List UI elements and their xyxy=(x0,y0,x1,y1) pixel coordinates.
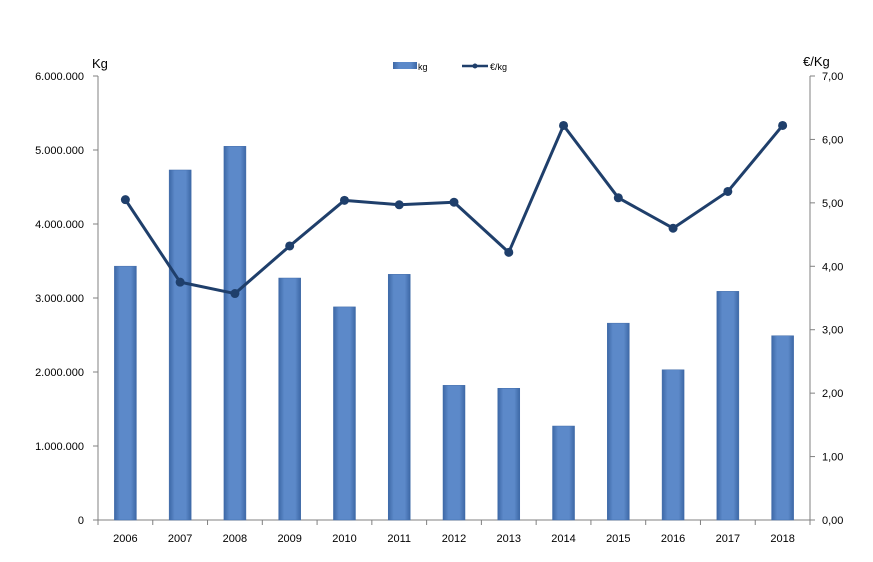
legend: kg €/kg xyxy=(393,62,507,72)
line-point xyxy=(230,289,240,299)
y-right-tick-label: 1,00 xyxy=(822,452,843,464)
line-point xyxy=(449,197,459,207)
y-left-tick-label: 1.000.000 xyxy=(35,441,84,453)
x-tick-label: 2016 xyxy=(661,533,685,545)
bar xyxy=(552,425,575,521)
line-point xyxy=(668,223,678,233)
y-right-tick-label: 2,00 xyxy=(822,388,843,400)
x-tick-label: 2011 xyxy=(387,533,411,545)
x-tick-label: 2015 xyxy=(606,533,630,545)
line-point xyxy=(285,241,295,251)
tick-labels: 0 1.000.000 2.000.000 3.000.000 4.000.000 5.0… xyxy=(35,71,843,545)
line-point xyxy=(613,193,623,203)
bar xyxy=(278,277,301,521)
y-right-tick-label: 3,00 xyxy=(822,325,843,337)
x-tick-label: 2009 xyxy=(277,533,301,545)
y-right-tick-label: 5,00 xyxy=(822,198,843,210)
bar xyxy=(607,322,630,521)
x-tick-label: 2012 xyxy=(442,533,466,545)
bar xyxy=(333,306,356,521)
line-series xyxy=(120,120,788,299)
bar xyxy=(168,169,192,521)
y-left-tick-label: 5.000.000 xyxy=(35,145,84,157)
bar xyxy=(223,146,247,521)
x-tick-label: 2008 xyxy=(223,533,247,545)
bar xyxy=(387,274,411,521)
y-left-tick-label: 3.000.000 xyxy=(35,293,84,305)
legend-label-bar: kg xyxy=(418,62,428,72)
x-tick-label: 2007 xyxy=(168,533,192,545)
y-left-tick-label: 2.000.000 xyxy=(35,367,84,379)
bar xyxy=(114,265,137,521)
bar xyxy=(442,385,466,521)
x-tick-label: 2014 xyxy=(551,533,575,545)
bar-series xyxy=(114,146,794,521)
bar xyxy=(661,369,685,521)
y-left-tick-label: 4.000.000 xyxy=(35,219,84,231)
line-point xyxy=(175,277,185,287)
legend-swatch-bar xyxy=(393,62,417,69)
x-tick-label: 2010 xyxy=(332,533,356,545)
x-tick-label: 2017 xyxy=(716,533,740,545)
y-right-tick-label: 6,00 xyxy=(822,134,843,146)
y-right-tick-label: 4,00 xyxy=(822,261,843,273)
line-point xyxy=(723,186,733,196)
line-point xyxy=(778,120,788,130)
line-point xyxy=(394,200,404,210)
line-point xyxy=(559,120,569,130)
x-tick-label: 2006 xyxy=(113,533,137,545)
line-point xyxy=(339,195,349,205)
bar xyxy=(497,388,521,521)
bar xyxy=(716,291,740,521)
y-axis-right-title: €/Kg xyxy=(803,54,830,69)
x-tick-label: 2013 xyxy=(497,533,521,545)
line-point xyxy=(504,247,514,257)
bar xyxy=(771,335,794,521)
line-point xyxy=(120,195,130,205)
legend-swatch-marker xyxy=(472,63,478,69)
y-right-tick-label: 0,00 xyxy=(822,515,843,527)
legend-label-line: €/kg xyxy=(490,62,507,72)
y-left-tick-label: 0 xyxy=(78,515,84,527)
y-left-tick-label: 6.000.000 xyxy=(35,71,84,83)
y-right-tick-label: 7,00 xyxy=(822,71,843,83)
x-tick-label: 2018 xyxy=(770,533,794,545)
y-axis-left-title: Kg xyxy=(92,56,108,71)
